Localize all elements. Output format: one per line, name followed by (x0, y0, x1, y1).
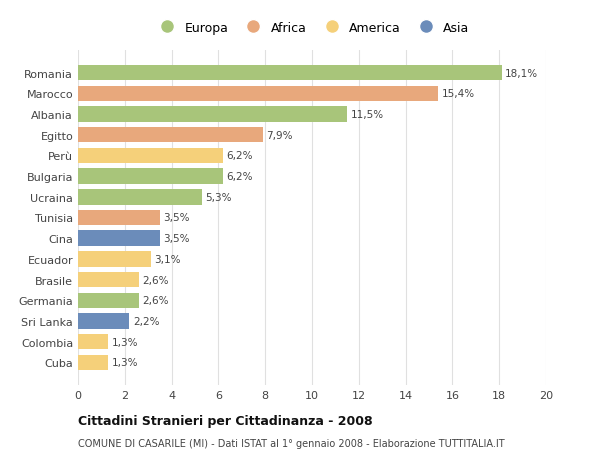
Legend: Europa, Africa, America, Asia: Europa, Africa, America, Asia (149, 17, 475, 39)
Bar (78, 272, 139, 288)
Bar (78, 169, 223, 185)
Bar (78, 148, 223, 164)
Bar (78, 210, 160, 226)
Bar (78, 355, 109, 370)
Bar (78, 128, 263, 143)
Text: 7,9%: 7,9% (266, 130, 293, 140)
Text: 3,5%: 3,5% (163, 213, 190, 223)
Text: 1,3%: 1,3% (112, 337, 139, 347)
Bar (78, 190, 202, 205)
Bar (78, 66, 502, 81)
Text: 15,4%: 15,4% (442, 89, 475, 99)
Text: 6,2%: 6,2% (227, 151, 253, 161)
Text: 11,5%: 11,5% (350, 110, 384, 120)
Text: COMUNE DI CASARILE (MI) - Dati ISTAT al 1° gennaio 2008 - Elaborazione TUTTITALI: COMUNE DI CASARILE (MI) - Dati ISTAT al … (78, 438, 505, 448)
Text: 2,6%: 2,6% (142, 275, 169, 285)
Bar (78, 107, 347, 123)
Text: Cittadini Stranieri per Cittadinanza - 2008: Cittadini Stranieri per Cittadinanza - 2… (78, 414, 373, 428)
Bar (78, 293, 139, 308)
Text: 1,3%: 1,3% (112, 358, 139, 368)
Bar (78, 313, 130, 329)
Bar (78, 86, 439, 102)
Bar (78, 231, 160, 246)
Text: 2,6%: 2,6% (142, 296, 169, 306)
Text: 3,1%: 3,1% (154, 254, 181, 264)
Bar (78, 252, 151, 267)
Text: 2,2%: 2,2% (133, 316, 160, 326)
Text: 3,5%: 3,5% (163, 234, 190, 244)
Bar (78, 334, 109, 350)
Text: 18,1%: 18,1% (505, 68, 538, 78)
Text: 6,2%: 6,2% (227, 172, 253, 182)
Text: 5,3%: 5,3% (206, 192, 232, 202)
